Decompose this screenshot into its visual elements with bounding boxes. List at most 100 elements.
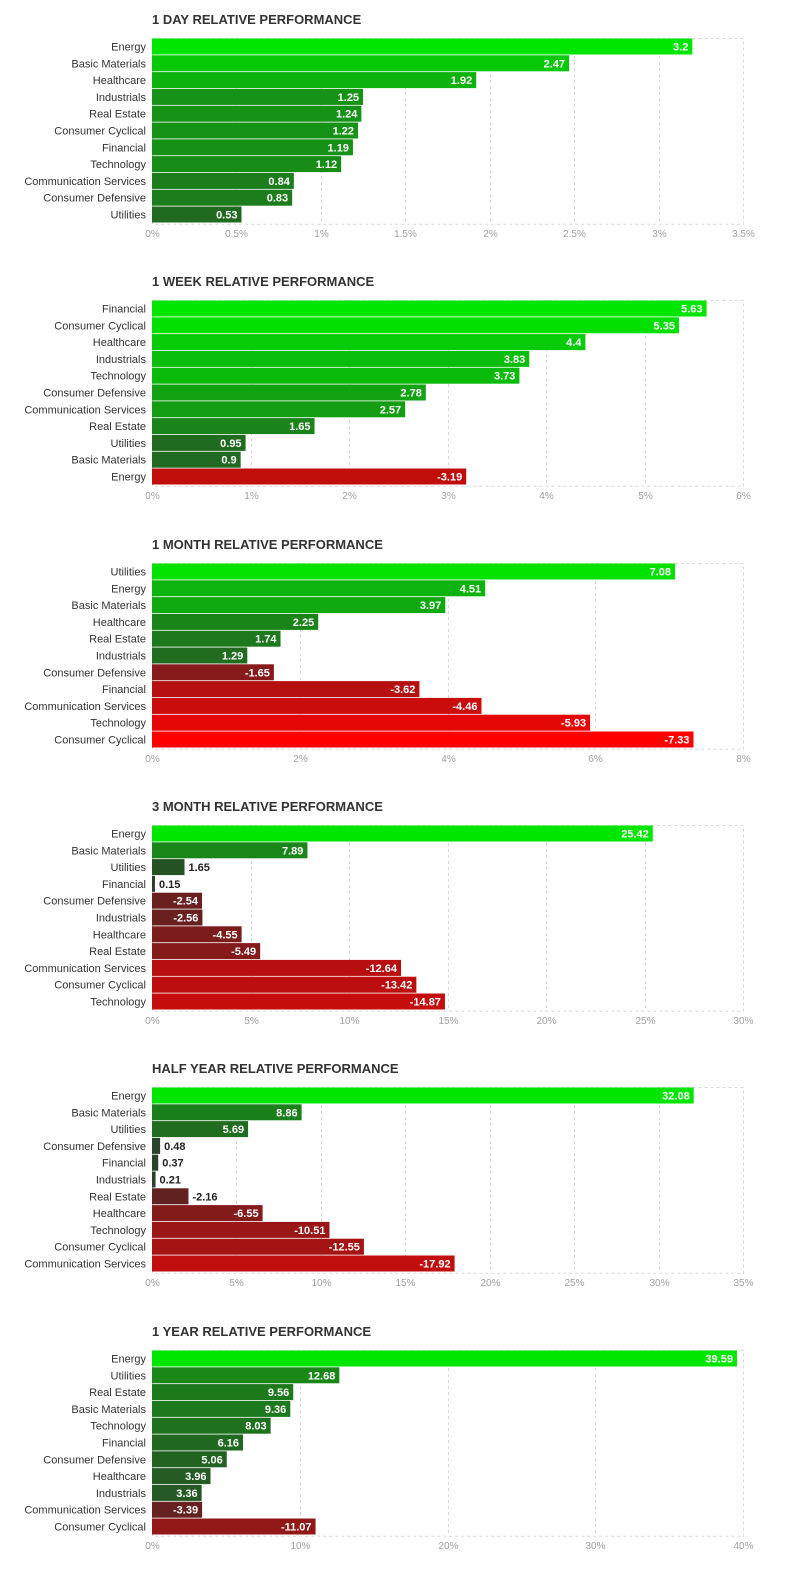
category-label: Technology <box>90 159 146 171</box>
value-label: 0.15 <box>159 879 180 891</box>
x-tick-label: 4% <box>539 491 554 502</box>
bar <box>152 1501 203 1518</box>
bar <box>152 1104 302 1121</box>
bar <box>152 1255 455 1272</box>
x-tick-label: 25% <box>564 1278 584 1289</box>
category-label: Real Estate <box>89 634 146 646</box>
value-label: 4.4 <box>566 337 582 349</box>
value-label: -11.07 <box>281 1522 312 1534</box>
bar <box>152 825 653 842</box>
value-label: -10.51 <box>294 1225 325 1237</box>
chart-title: 1 YEAR RELATIVE PERFORMANCE <box>152 1324 372 1339</box>
category-label: Consumer Defensive <box>43 896 146 908</box>
value-label: 3.96 <box>185 1471 206 1483</box>
x-tick-label: 20% <box>438 1541 458 1552</box>
category-label: Consumer Defensive <box>43 667 146 679</box>
value-label: 3.97 <box>420 600 441 612</box>
value-label: 1.65 <box>289 421 310 433</box>
category-label: Communication Services <box>24 1505 146 1517</box>
category-label: Utilities <box>111 862 147 874</box>
value-label: -1.65 <box>245 667 270 679</box>
bar <box>152 664 274 681</box>
bar <box>152 580 486 597</box>
bar <box>152 859 185 876</box>
bar <box>152 468 467 485</box>
bar <box>152 1367 340 1384</box>
value-label: 1.12 <box>316 159 337 171</box>
category-label: Healthcare <box>93 617 146 629</box>
value-label: 2.57 <box>380 404 401 416</box>
value-label: 2.25 <box>293 617 314 629</box>
x-tick-label: 30% <box>733 1016 753 1027</box>
bar <box>152 1384 294 1401</box>
category-label: Technology <box>90 371 146 383</box>
bar <box>152 597 446 614</box>
category-label: Healthcare <box>93 337 146 349</box>
value-label: 1.24 <box>336 109 358 121</box>
bar <box>152 1238 364 1255</box>
value-label: 6.16 <box>218 1438 239 1450</box>
x-tick-label: 1% <box>314 229 329 240</box>
category-label: Consumer Cyclical <box>54 320 146 332</box>
value-label: -12.64 <box>366 963 398 975</box>
category-label: Industrials <box>96 1175 147 1187</box>
x-tick-label: 1.5% <box>394 229 417 240</box>
value-label: 4.51 <box>460 583 481 595</box>
value-label: 0.48 <box>164 1141 185 1153</box>
category-label: Consumer Cyclical <box>54 1242 146 1254</box>
bar <box>152 842 308 859</box>
category-label: Basic Materials <box>71 845 146 857</box>
bar <box>152 1171 156 1188</box>
value-label: 7.08 <box>650 567 671 579</box>
value-label: -3.19 <box>437 472 462 484</box>
x-tick-label: 20% <box>536 1016 556 1027</box>
category-label: Industrials <box>96 651 147 663</box>
x-tick-label: 0.5% <box>225 229 248 240</box>
value-label: 7.89 <box>282 845 303 857</box>
value-label: -14.87 <box>410 997 441 1009</box>
value-label: 0.83 <box>267 193 288 205</box>
x-tick-label: 6% <box>588 754 603 765</box>
x-tick-label: 10% <box>339 1016 359 1027</box>
bar <box>152 959 402 976</box>
value-label: 1.19 <box>328 142 349 154</box>
bar <box>152 122 359 139</box>
value-label: 12.68 <box>308 1370 336 1382</box>
bar <box>152 909 203 926</box>
value-label: 1.25 <box>338 92 359 104</box>
value-label: -2.54 <box>173 896 199 908</box>
x-tick-label: 2% <box>293 754 308 765</box>
x-tick-label: 35% <box>733 1278 753 1289</box>
category-label: Energy <box>111 1354 146 1366</box>
category-label: Basic Materials <box>71 600 146 612</box>
value-label: 3.2 <box>673 42 688 54</box>
category-label: Energy <box>111 829 146 841</box>
bar <box>152 1137 161 1154</box>
x-tick-label: 2% <box>483 229 498 240</box>
value-label: -4.55 <box>213 929 238 941</box>
category-label: Utilities <box>111 1124 147 1136</box>
x-tick-label: 0% <box>145 491 160 502</box>
category-label: Healthcare <box>93 1208 146 1220</box>
value-label: -5.93 <box>561 718 586 730</box>
category-label: Financial <box>102 304 146 316</box>
category-label: Real Estate <box>89 946 146 958</box>
category-label: Basic Materials <box>71 1107 146 1119</box>
bar <box>152 1451 227 1468</box>
chart-1-day: 0% 0.5% 1% 1.5% 2% 2.5% 3% 3.5% Energy 3.2 Basic M… <box>24 38 755 240</box>
bar <box>152 1087 694 1104</box>
value-label: 0.95 <box>220 438 241 450</box>
category-label: Utilities <box>111 1370 147 1382</box>
bar <box>152 401 406 418</box>
bar <box>152 1121 249 1138</box>
category-label: Consumer Defensive <box>43 193 146 205</box>
category-label: Consumer Cyclical <box>54 126 146 138</box>
bar <box>152 88 364 105</box>
bar <box>152 943 261 960</box>
bar <box>152 384 426 401</box>
bar <box>152 697 482 714</box>
bar <box>152 647 248 664</box>
x-tick-label: 6% <box>736 491 751 502</box>
bar <box>152 1417 271 1434</box>
x-tick-label: 15% <box>438 1016 458 1027</box>
